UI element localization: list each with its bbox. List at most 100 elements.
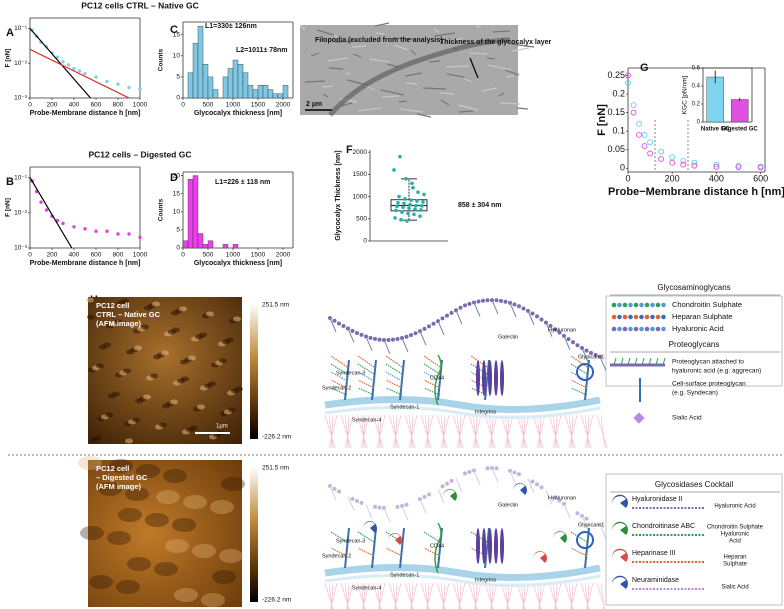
cytoskeleton <box>520 582 525 609</box>
hyaluronan-bead <box>377 337 382 342</box>
data-point <box>72 225 76 229</box>
legend-text: Hyaluronic Acid <box>714 504 755 510</box>
cytoskeleton <box>344 414 354 449</box>
afm-texture <box>105 412 113 418</box>
cytoskeleton <box>600 414 606 449</box>
legend-text: Hyaluronic Acid <box>672 324 724 333</box>
diagram-label: Integrins <box>475 577 496 583</box>
cytoskeleton <box>564 582 574 609</box>
label: Filopodia (excluded from the analysis) <box>315 37 443 44</box>
gag-branch <box>473 470 481 485</box>
cytoskeleton <box>410 582 418 609</box>
legend-swatch <box>644 326 650 332</box>
image-title: (AFM image) <box>96 482 142 491</box>
legend-text: Chondroitin Sulphate <box>707 525 764 531</box>
bar <box>242 72 249 99</box>
gag-chain <box>385 355 403 368</box>
cytoskeleton <box>372 414 384 449</box>
cytoskeleton <box>522 414 526 449</box>
diagram-label: Syndecan-1 <box>390 572 419 578</box>
texture <box>434 32 456 37</box>
cytoskeleton <box>378 582 386 609</box>
hyaluronan-bead <box>422 326 427 331</box>
texture <box>428 60 441 63</box>
x-tick-label: 600 <box>91 102 102 109</box>
data-point <box>409 198 413 202</box>
x-tick-label: 0 <box>181 252 185 259</box>
diagram-label: Hyaluronan <box>548 327 576 333</box>
integrin <box>482 360 486 396</box>
texture <box>511 47 530 52</box>
x-tick-label: 400 <box>69 252 80 259</box>
bar <box>222 244 229 249</box>
hyaluronan-bead <box>404 334 409 339</box>
cytoskeleton <box>340 582 350 609</box>
legend-swatch <box>641 357 645 366</box>
cytoskeleton <box>516 582 526 609</box>
y-tick-label: 1500 <box>353 171 368 178</box>
x-tick-label: 200 <box>47 252 58 259</box>
afm-texture <box>86 297 94 303</box>
data-point <box>680 161 687 168</box>
bar <box>247 85 254 99</box>
gag-branch <box>383 507 391 523</box>
afm-texture <box>89 575 113 589</box>
image-title: – Digested GC <box>96 473 148 482</box>
y-tick-label: 10⁻³ <box>14 95 28 102</box>
cytoskeleton <box>347 582 350 609</box>
legend-swatch <box>650 314 655 320</box>
hyaluronan-bead <box>517 472 521 477</box>
y-tick-label: 0.6 <box>692 66 701 72</box>
texture <box>322 93 329 98</box>
x-axis-label: Probe-Membrane distance h [nm] <box>30 260 141 267</box>
cd44 <box>434 354 442 406</box>
legend-swatch <box>633 326 639 332</box>
hyaluronan-bead <box>445 481 449 486</box>
data-point <box>397 194 401 199</box>
afm-texture <box>221 477 245 491</box>
texture <box>433 28 440 33</box>
texture <box>375 32 385 35</box>
hyaluronan-bead <box>427 492 431 497</box>
data-point <box>138 87 142 91</box>
gag-chain <box>423 379 441 389</box>
data-point <box>83 227 87 231</box>
colorbar-label: 251.5 nm <box>262 465 289 472</box>
bar <box>202 244 209 249</box>
cytoskeleton <box>408 414 418 449</box>
enzyme <box>513 483 527 495</box>
y-tick-label: 0.25 <box>607 70 625 80</box>
chart-title: PC12 cells – Digested GC <box>89 149 192 159</box>
hyaluronan-bead <box>373 504 377 509</box>
cytoskeleton <box>555 582 558 609</box>
afm-texture <box>96 363 104 369</box>
hyaluronan-bead <box>355 498 359 503</box>
cytoskeleton <box>458 414 462 449</box>
y-tick-label: 0.4 <box>692 84 701 90</box>
cytoskeleton <box>459 582 462 609</box>
gag-branch <box>491 467 499 483</box>
texture <box>328 67 344 70</box>
data-point <box>396 201 400 205</box>
afm-texture <box>121 298 129 304</box>
texture <box>299 24 306 31</box>
afm-texture <box>107 531 131 545</box>
hyaluronan-bead <box>557 330 562 335</box>
cytoskeleton <box>427 582 430 609</box>
x-tick-label: 800 <box>113 252 124 259</box>
gag-branch <box>383 339 391 355</box>
hyaluronan-bead <box>359 332 364 337</box>
hyaluronan-bead <box>476 299 481 304</box>
legend-swatch <box>617 326 622 332</box>
cytoskeleton <box>408 582 413 609</box>
legend-swatch <box>644 302 650 308</box>
afm-texture <box>174 588 198 602</box>
texture <box>510 43 535 48</box>
afm-texture <box>199 332 207 338</box>
diagram-label: Glypican-1 <box>578 522 604 528</box>
data-point <box>406 211 410 216</box>
data-point <box>83 71 87 76</box>
cytoskeleton <box>472 582 477 609</box>
cytoskeleton <box>408 414 414 449</box>
hyaluronan-bead <box>485 466 490 471</box>
